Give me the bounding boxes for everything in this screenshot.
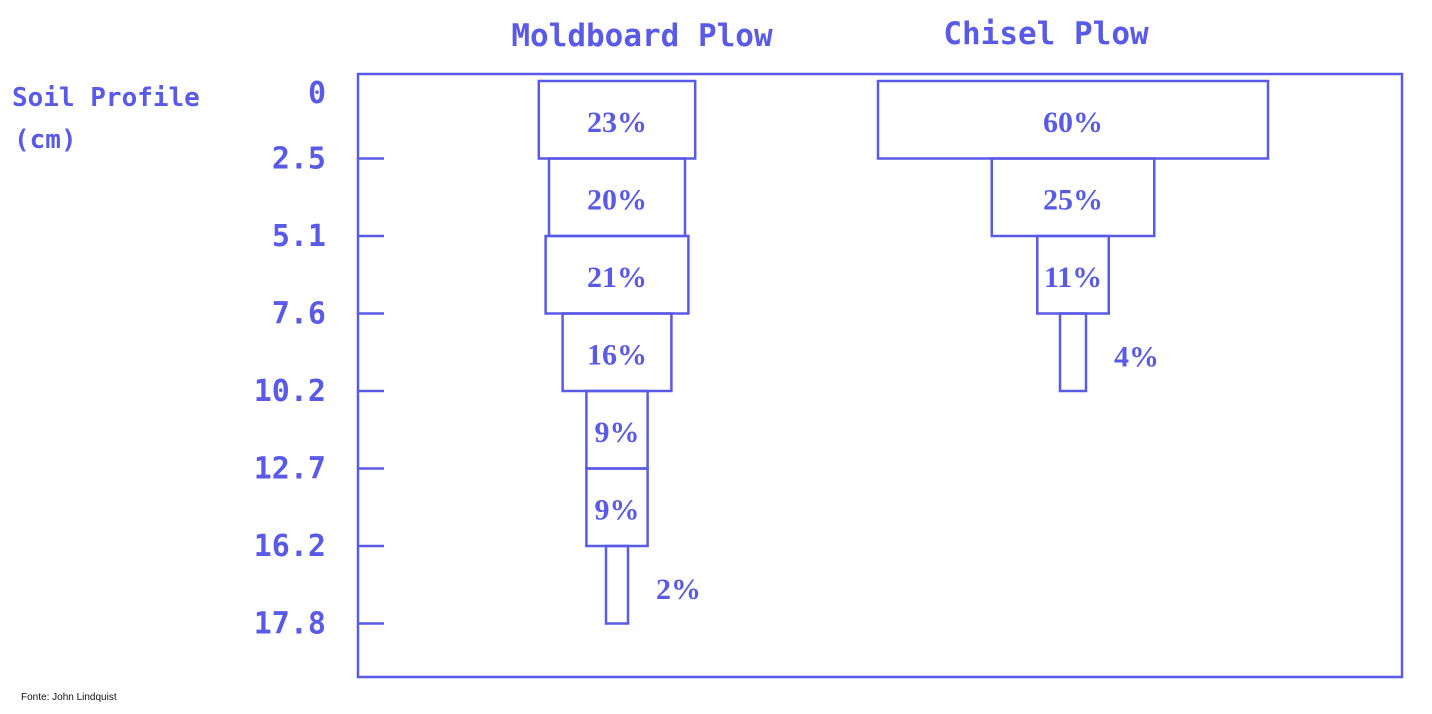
chisel-value-label: 4% (1114, 340, 1159, 373)
chisel-value-label: 60% (1043, 106, 1103, 139)
chisel-value-label: 25% (1043, 183, 1103, 216)
moldboard-bars: 23% 20% 21% 16% 9% 9% 2% (537, 79, 701, 625)
depth-tick-label: 16.2 (254, 529, 326, 564)
depth-tick-label: 12.7 (254, 452, 326, 487)
depth-tick-label: 17.8 (254, 607, 326, 642)
moldboard-bar (604, 544, 630, 625)
y-axis-label-line2: (cm) (14, 125, 77, 155)
moldboard-value-label: 9% (595, 493, 640, 526)
moldboard-value-label: 16% (587, 338, 647, 371)
moldboard-value-label: 2% (656, 573, 701, 606)
depth-tick-label: 5.1 (272, 219, 326, 254)
moldboard-value-label: 20% (587, 183, 647, 216)
depth-tick-label: 10.2 (254, 374, 326, 409)
series-title-moldboard: Moldboard Plow (511, 18, 773, 54)
depth-tick-label: 0 (308, 76, 326, 111)
series-title-chisel: Chisel Plow (943, 16, 1149, 52)
chisel-bar (1058, 312, 1088, 393)
depth-tick-label: 2.5 (272, 142, 326, 177)
depth-tick-label: 7.6 (272, 297, 326, 332)
chisel-value-label: 11% (1044, 261, 1102, 294)
plot-frame (356, 72, 1404, 679)
source-credit: Fonte: John Lindquist (21, 692, 117, 703)
moldboard-value-label: 23% (587, 106, 647, 139)
depth-axis: 0 2.5 5.1 7.6 10.2 12.7 16.2 17.8 (254, 76, 384, 642)
moldboard-value-label: 9% (595, 416, 640, 449)
chisel-bars: 60% 25% 11% 4% (876, 79, 1270, 393)
y-axis-label-line1: Soil Profile (12, 83, 200, 113)
moldboard-value-label: 21% (587, 261, 647, 294)
